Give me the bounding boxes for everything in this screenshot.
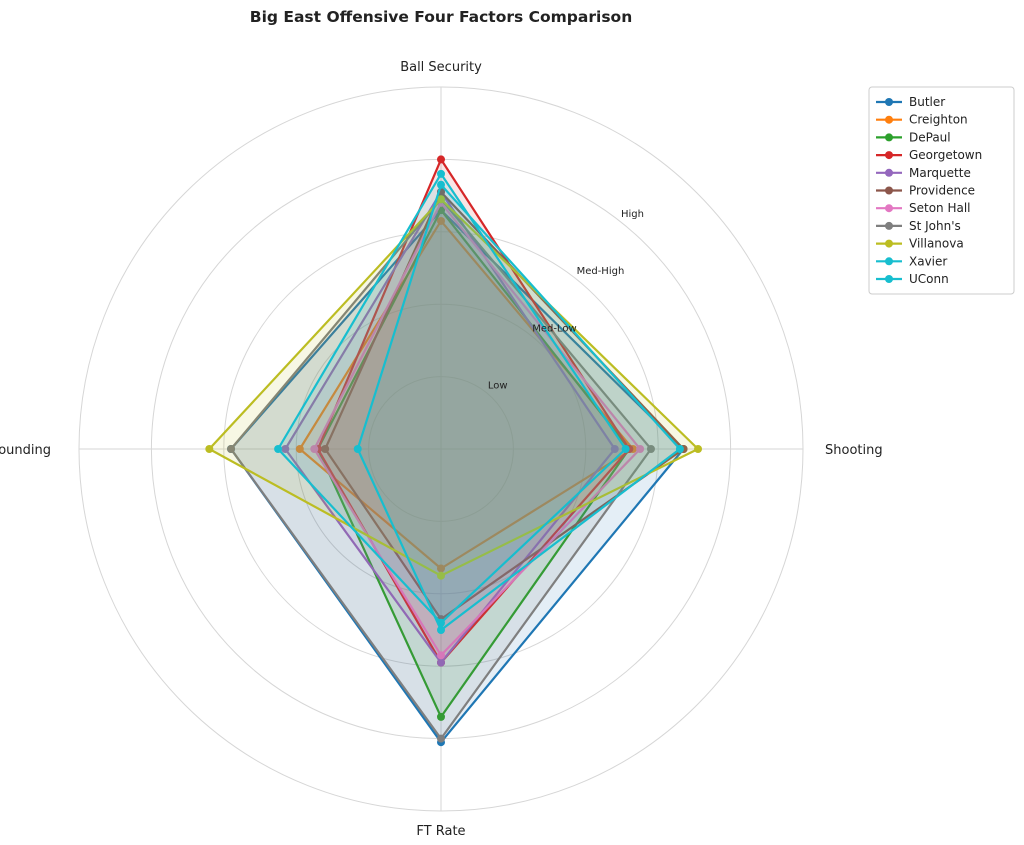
legend-swatch-marker bbox=[885, 221, 893, 230]
legend-item: DePaul bbox=[876, 130, 951, 144]
data-point bbox=[437, 169, 445, 178]
legend-label: Butler bbox=[909, 95, 945, 109]
legend-label: Georgetown bbox=[909, 148, 982, 162]
data-point bbox=[281, 445, 290, 453]
legend: Butler Creighton DePaul Georgetown Marquette… bbox=[868, 86, 1015, 295]
legend-swatch-marker bbox=[885, 115, 893, 124]
legend-item: Xavier bbox=[876, 254, 947, 268]
legend-label: Xavier bbox=[909, 254, 947, 268]
legend-swatch-marker bbox=[885, 98, 893, 106]
data-point bbox=[437, 734, 445, 743]
data-point bbox=[437, 155, 445, 164]
data-point bbox=[274, 445, 283, 453]
axis-label-ball-security: Ball Security bbox=[400, 60, 482, 75]
data-point bbox=[694, 445, 703, 453]
legend-label: Villanova bbox=[909, 237, 964, 251]
data-point bbox=[437, 216, 445, 225]
series-fill bbox=[314, 202, 641, 656]
series-fill bbox=[357, 184, 680, 630]
legend-label: Seton Hall bbox=[909, 201, 971, 215]
ring-label: Med-High bbox=[577, 266, 625, 277]
axis-label-off-rebounding: Off Rebounding bbox=[0, 443, 51, 458]
series-layer bbox=[205, 155, 703, 747]
data-point bbox=[227, 445, 236, 453]
series-fill bbox=[231, 210, 684, 743]
data-point bbox=[295, 445, 304, 453]
axis-label-ft-rate: FT Rate bbox=[416, 824, 465, 839]
ring-label: Med-Low bbox=[532, 323, 576, 334]
legend-label: DePaul bbox=[909, 130, 951, 144]
legend-item: Creighton bbox=[876, 113, 968, 127]
series-xavier bbox=[274, 169, 630, 627]
data-point bbox=[646, 445, 655, 453]
legend-swatch-marker bbox=[885, 168, 893, 177]
data-point bbox=[675, 445, 684, 453]
legend-swatch-marker bbox=[885, 275, 893, 283]
legend-item: Providence bbox=[876, 184, 975, 198]
data-point bbox=[437, 180, 445, 189]
legend-item: Butler bbox=[876, 95, 945, 109]
ring-label: High bbox=[621, 209, 644, 220]
data-point bbox=[437, 195, 445, 204]
legend-item: St John's bbox=[876, 219, 961, 233]
axis-label-shooting: Shooting bbox=[825, 443, 883, 458]
ring-label: Low bbox=[488, 381, 508, 392]
legend-label: Providence bbox=[909, 184, 975, 198]
series-fill bbox=[231, 199, 651, 739]
legend-label: Marquette bbox=[909, 166, 971, 180]
legend-label: Creighton bbox=[909, 113, 968, 127]
data-point bbox=[353, 445, 362, 453]
legend-swatch-marker bbox=[885, 133, 893, 142]
legend-label: UConn bbox=[909, 272, 949, 286]
data-point bbox=[437, 571, 445, 580]
series-seton-hall bbox=[310, 198, 645, 660]
series-fill bbox=[278, 173, 626, 623]
data-point bbox=[205, 445, 214, 453]
legend-item: Georgetown bbox=[876, 148, 982, 162]
legend-swatch-marker bbox=[885, 204, 893, 213]
legend-box bbox=[868, 86, 1015, 295]
series-uconn bbox=[353, 180, 684, 634]
legend-swatch-marker bbox=[885, 151, 893, 160]
legend-item: Villanova bbox=[876, 237, 964, 251]
data-point bbox=[321, 445, 330, 453]
data-point bbox=[437, 564, 445, 573]
axis-labels: Ball Security Shooting FT Rate Off Reboundi… bbox=[0, 60, 883, 839]
data-point bbox=[621, 445, 630, 453]
data-point bbox=[437, 658, 445, 667]
series-fill bbox=[209, 199, 699, 576]
legend-swatch-marker bbox=[885, 257, 893, 266]
data-point bbox=[437, 712, 445, 721]
legend-item: Seton Hall bbox=[876, 201, 971, 215]
data-point bbox=[437, 651, 445, 660]
legend-item: UConn bbox=[876, 272, 949, 286]
data-point bbox=[610, 445, 619, 453]
series-villanova bbox=[205, 195, 703, 580]
legend-item: Marquette bbox=[876, 166, 971, 180]
data-point bbox=[437, 626, 445, 634]
data-point bbox=[636, 445, 645, 453]
series-fill bbox=[299, 220, 633, 569]
legend-swatch-marker bbox=[885, 239, 893, 248]
chart-title: Big East Offensive Four Factors Comparis… bbox=[250, 8, 632, 26]
series-fill bbox=[325, 192, 684, 620]
series-fill bbox=[317, 210, 630, 717]
legend-swatch-marker bbox=[885, 186, 893, 195]
data-point bbox=[310, 445, 319, 453]
legend-label: St John's bbox=[909, 219, 961, 233]
